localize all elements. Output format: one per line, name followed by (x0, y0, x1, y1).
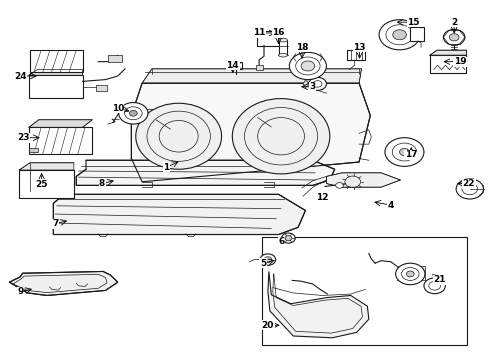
Text: 1: 1 (163, 163, 169, 172)
Polygon shape (29, 120, 92, 127)
Bar (96, 85, 107, 91)
Polygon shape (142, 69, 361, 83)
Text: 8: 8 (99, 179, 105, 188)
Bar (19, 170, 74, 198)
Bar (29, 127, 92, 154)
Polygon shape (303, 80, 307, 87)
Bar (108, 55, 122, 62)
Circle shape (384, 138, 423, 166)
Circle shape (448, 34, 458, 41)
Text: 16: 16 (272, 28, 285, 37)
Ellipse shape (136, 103, 221, 169)
Text: 11: 11 (252, 28, 265, 37)
Text: 14: 14 (226, 61, 239, 70)
Ellipse shape (278, 53, 287, 57)
Bar (256, 65, 263, 69)
Bar (30, 50, 82, 72)
Text: 21: 21 (432, 275, 445, 284)
Circle shape (406, 271, 413, 277)
Text: 5: 5 (260, 259, 265, 268)
Text: 9: 9 (17, 287, 23, 296)
Text: 13: 13 (353, 43, 365, 52)
Bar (261, 237, 467, 345)
Polygon shape (76, 160, 334, 185)
Bar (409, 27, 423, 41)
Circle shape (455, 179, 483, 199)
Circle shape (119, 103, 148, 124)
Text: 6: 6 (278, 237, 284, 246)
Circle shape (378, 20, 419, 50)
Polygon shape (429, 50, 466, 55)
Text: 12: 12 (316, 193, 328, 202)
Text: 7: 7 (52, 219, 59, 228)
Text: 20: 20 (261, 321, 274, 330)
Circle shape (423, 278, 445, 294)
Text: 15: 15 (406, 18, 419, 27)
Text: 23: 23 (17, 133, 29, 142)
Circle shape (308, 77, 326, 90)
Bar (396, 266, 424, 280)
Circle shape (399, 148, 408, 156)
Text: 2: 2 (450, 18, 456, 27)
Circle shape (335, 183, 343, 188)
Polygon shape (326, 173, 400, 187)
Circle shape (285, 235, 291, 240)
Circle shape (281, 233, 295, 243)
Bar (29, 75, 82, 98)
Circle shape (301, 61, 314, 71)
Bar (278, 40, 287, 55)
Text: 3: 3 (309, 82, 315, 91)
Text: 22: 22 (462, 179, 474, 188)
Polygon shape (29, 69, 82, 75)
Text: 25: 25 (35, 180, 48, 189)
Polygon shape (19, 163, 74, 170)
Text: 19: 19 (453, 57, 466, 66)
Polygon shape (267, 271, 368, 338)
Text: 18: 18 (295, 43, 307, 52)
Bar (136, 109, 153, 120)
Polygon shape (131, 83, 369, 182)
Bar (429, 55, 466, 73)
Text: 17: 17 (404, 150, 417, 159)
Ellipse shape (278, 39, 287, 42)
Polygon shape (9, 271, 118, 296)
Bar (230, 62, 241, 69)
Circle shape (260, 254, 275, 265)
Circle shape (129, 111, 137, 116)
Circle shape (289, 52, 326, 80)
Bar (346, 50, 365, 60)
Bar (29, 148, 38, 152)
Circle shape (264, 257, 271, 262)
Circle shape (395, 263, 424, 285)
Circle shape (344, 176, 360, 188)
Circle shape (392, 30, 406, 40)
Text: 24: 24 (14, 72, 26, 81)
Bar (256, 31, 278, 45)
Circle shape (443, 30, 464, 45)
Text: 4: 4 (387, 201, 393, 210)
Ellipse shape (232, 99, 329, 174)
Polygon shape (53, 194, 305, 234)
Text: 10: 10 (111, 104, 123, 113)
